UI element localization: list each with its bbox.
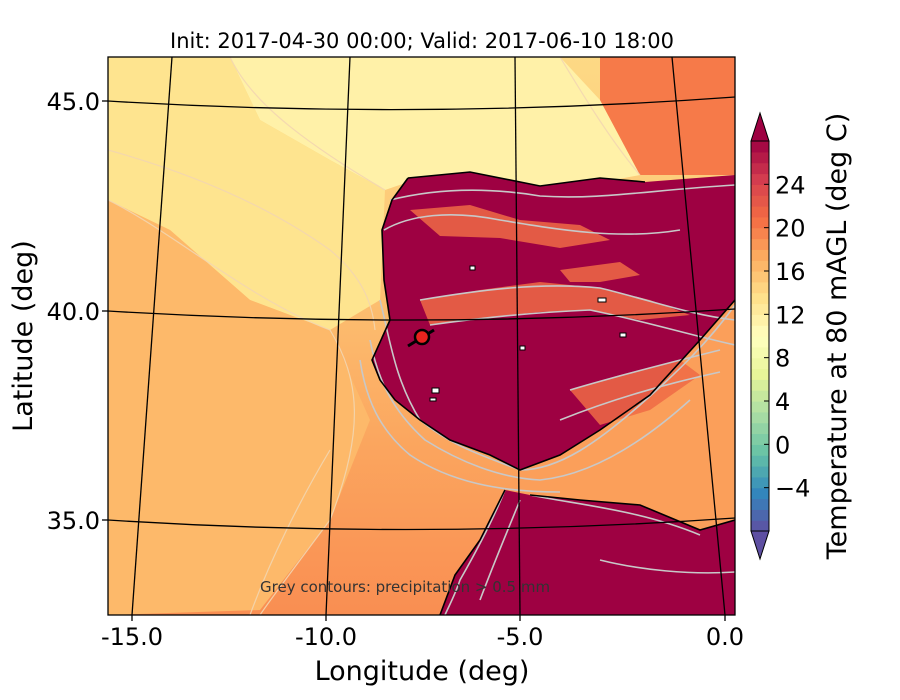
colorbar-segment [751,411,769,424]
meridian-minus-10 [325,57,351,615]
chart-title: Init: 2017-04-30 00:00; Valid: 2017-06-1… [170,29,674,53]
x-tick-label: 0.0 [706,623,744,651]
colorbar-segment [751,249,769,261]
map-panel: Grey contours: precipitation > 0.5 mm [108,57,735,615]
x-axis: -15.0 -10.0 -5.0 0.0 [101,615,744,651]
colorbar-segment [751,216,769,229]
colorbar-tick-label: 16 [775,258,806,286]
ocean-north-light [108,57,385,330]
x-tick-label: -10.0 [295,623,357,651]
x-tick-label: -5.0 [497,623,544,651]
x-axis-label: Longitude (deg) [315,656,530,687]
colorbar-segment [751,292,769,305]
coastline [371,171,735,615]
colorbar-segment [751,379,769,391]
y-axis-label: Latitude (deg) [8,240,39,432]
colorbar-segment [751,141,769,153]
colorbar-segment [751,238,769,250]
colorbar-segment [751,487,769,500]
colorbar-segment [751,455,769,467]
colorbar-segment [751,173,769,185]
colorbar-segment [751,325,769,337]
colorbar-segment [751,281,769,294]
y-axis: 45.0 40.0 35.0 [47,88,108,535]
colorbar-tick-label: 12 [775,301,806,329]
temperature-contours [108,57,641,615]
colorbar-segment [751,509,769,521]
interior-warm-band-2 [560,262,640,282]
site-marker [407,328,435,348]
colorbar-segment [751,346,769,359]
colorbar-tick-label: −4 [775,475,810,503]
ocean-west-warm [108,200,370,615]
colorbar-tick-label: 4 [775,388,790,416]
colorbar: −4 0 4 8 12 16 20 24 [750,111,810,561]
colorbar-segment [751,162,769,175]
colorbar-segment [751,520,769,532]
colorbar-segment [751,422,769,435]
colorbar-tick-label: 8 [775,345,790,373]
colorbar-segment [751,271,769,283]
colorbar-frame [750,140,770,532]
meridian-minus-5 [514,57,521,615]
colorbar-segment [751,401,769,413]
colorbar-segment [751,444,769,456]
colorbar-segment [751,498,769,510]
interior-warm-band-1 [420,282,690,325]
colorbar-segment [751,357,769,370]
colorbar-segment [751,303,769,315]
colorbar-segment [751,476,769,489]
highland-patches [429,265,627,402]
y-tick-label: 40.0 [47,298,100,326]
colorbar-segment [751,151,769,164]
colorbar-extend-max [750,111,770,142]
parallel-45 [108,96,735,111]
colorbar-tick-label: 0 [775,431,790,459]
mediterranean [505,300,735,530]
colorbar-tick-label: 20 [775,215,806,243]
colorbar-tick-label: 24 [775,171,806,199]
colorbar-segment [751,336,769,348]
colorbar-segment [751,227,769,240]
parallel-40 [108,308,735,321]
colorbar-extend-min [750,530,770,561]
colorbar-segment [751,390,769,402]
colorbar-segment [751,184,769,196]
colorbar-segment [751,206,769,218]
colorbar-segment [751,466,769,478]
meridian-0 [671,57,726,615]
ocean-northeast [600,57,735,175]
parallel-35 [108,517,735,531]
map-frame [107,56,736,616]
colorbar-segment [751,260,769,272]
colorbar-segment [751,368,769,380]
colorbar-segment [751,195,769,207]
graticule [108,57,735,615]
y-tick-label: 45.0 [47,88,100,116]
precip-annotation: Grey contours: precipitation > 0.5 mm [260,578,550,596]
colorbar-segment [751,433,769,445]
y-tick-label: 35.0 [47,507,100,535]
colorbar-segment [751,314,769,326]
colorbar-label: Temperature at 80 mAGL (deg C) [822,113,853,561]
x-tick-label: -15.0 [101,623,163,651]
